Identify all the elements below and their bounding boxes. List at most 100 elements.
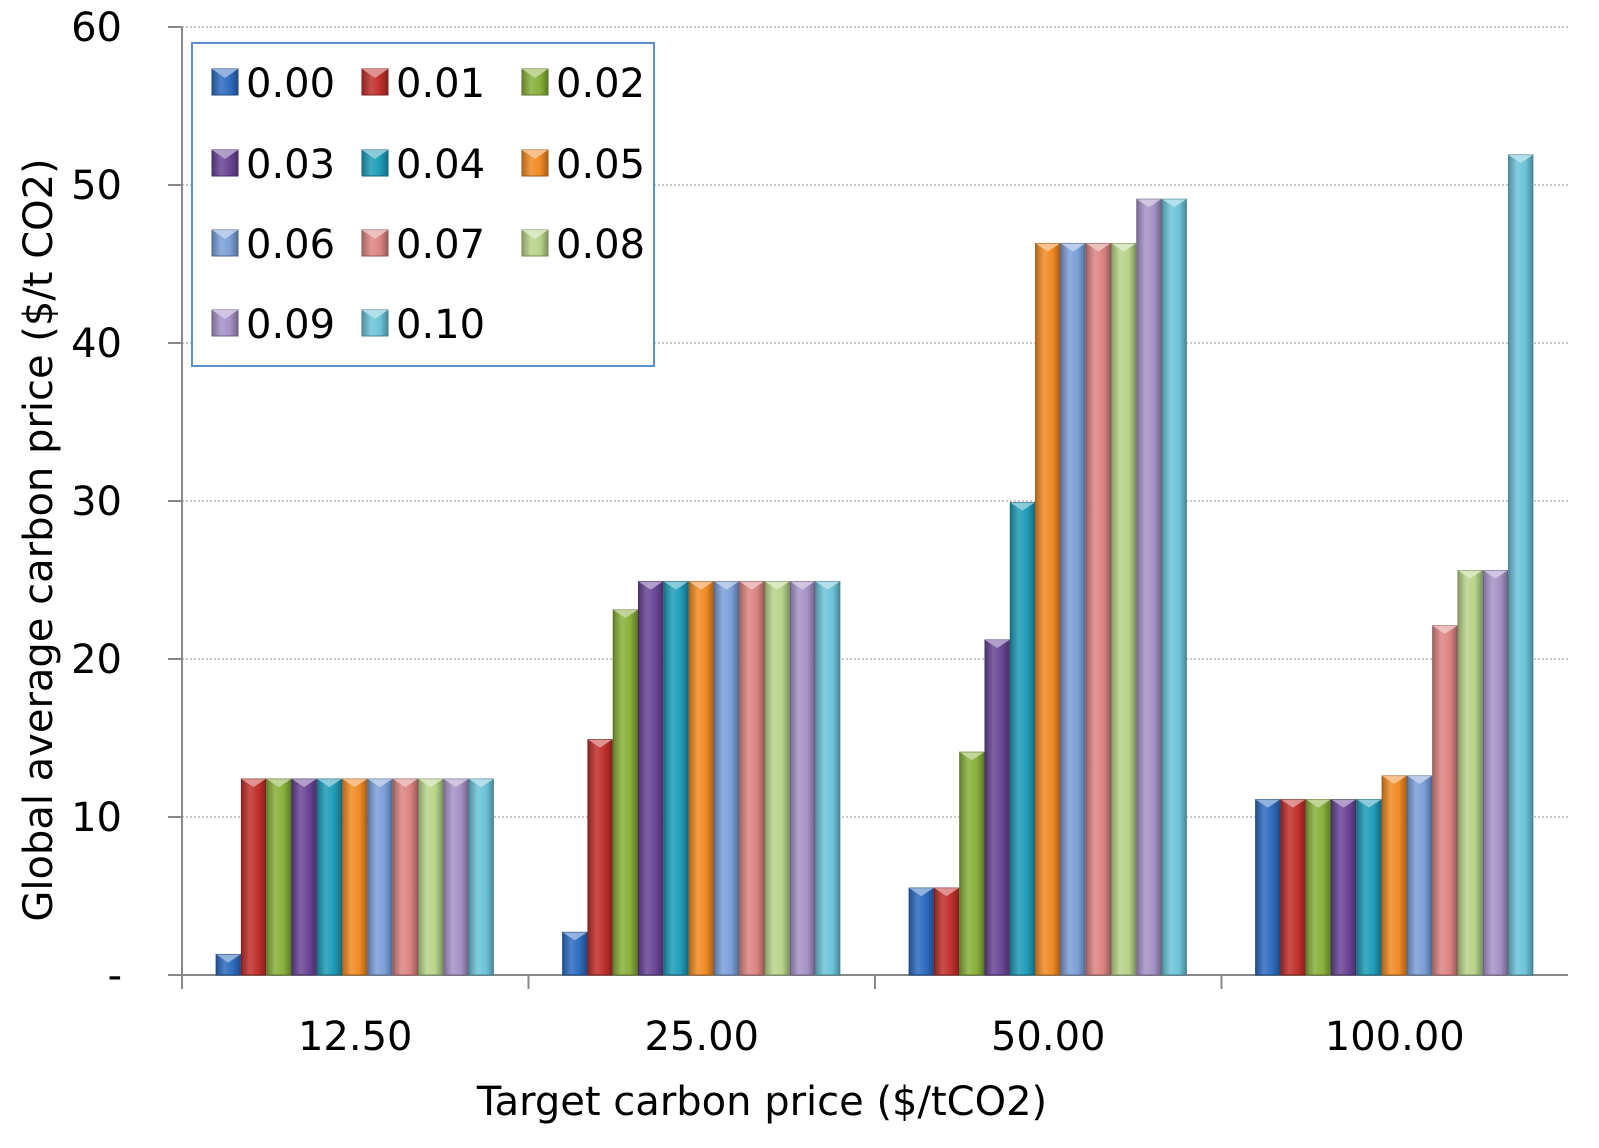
y-tick-label: 40 [71, 321, 122, 367]
bar [1255, 799, 1281, 976]
bar-cap [689, 581, 714, 590]
x-tick-label: 50.00 [991, 1014, 1106, 1060]
legend-label: 0.10 [396, 302, 485, 348]
bar [1110, 242, 1137, 976]
bar [417, 778, 444, 976]
bar [688, 581, 714, 976]
gridlines [182, 26, 1568, 818]
bar [1085, 242, 1111, 976]
legend-swatch-cap [212, 150, 238, 159]
bar-cap [317, 779, 342, 788]
bar-cap [1508, 154, 1533, 163]
bar [1432, 625, 1458, 976]
bar-cap [1111, 243, 1136, 252]
bar [443, 778, 469, 976]
bar-cap [985, 640, 1010, 649]
bar [789, 581, 816, 976]
bar-cap [613, 610, 638, 619]
legend-label: 0.09 [246, 302, 335, 348]
bar-cap [764, 581, 790, 590]
bar-cap [418, 779, 443, 788]
bar [815, 581, 841, 976]
legend-label: 0.01 [396, 61, 485, 107]
legend-swatch-cap [212, 69, 238, 78]
bar [266, 778, 292, 976]
bar-cap [1162, 199, 1187, 208]
bar-cap [1483, 570, 1508, 579]
bar-cap [638, 581, 663, 590]
bar-cap [739, 581, 764, 590]
bar-cap [469, 779, 494, 788]
bar [1305, 799, 1332, 976]
legend-swatch-cap [522, 230, 548, 239]
bar-cap [292, 779, 317, 788]
legend: 0.00 0.01 0.02 0.03 0.04 0.05 0.06 0.07 0.08 0.09… [191, 42, 655, 367]
bar [468, 778, 494, 976]
bar [612, 609, 639, 976]
bar [908, 887, 934, 976]
y-tick-label: 30 [71, 479, 122, 525]
bar-cap [1382, 775, 1407, 784]
bar-cap [241, 779, 266, 788]
legend-swatch-cap [362, 310, 388, 319]
bar-cap [1331, 799, 1356, 808]
bar-cap [342, 779, 367, 788]
bar [1009, 502, 1036, 976]
bar [587, 739, 613, 976]
bar [638, 581, 664, 976]
bar [1035, 242, 1061, 976]
legend-label: 0.08 [556, 222, 645, 268]
bar [240, 778, 267, 976]
bar-cap [1010, 502, 1035, 511]
bar [367, 778, 393, 976]
bar [1508, 154, 1534, 976]
bar-cap [1407, 775, 1432, 784]
bar [1331, 799, 1357, 976]
bar [392, 778, 418, 976]
bar [1482, 570, 1509, 976]
bar-cap [1136, 199, 1162, 208]
x-tick-label: 12.50 [298, 1014, 413, 1060]
bar [1457, 570, 1483, 976]
bar [1381, 775, 1407, 976]
bar-cap [790, 581, 815, 590]
legend-label: 0.00 [246, 61, 335, 107]
bar-cap [1255, 799, 1280, 808]
legend-swatch [211, 68, 239, 96]
bar [1161, 198, 1187, 976]
bar [764, 581, 790, 976]
bar [291, 778, 317, 976]
bar-cap [1306, 799, 1331, 808]
bars [215, 154, 1534, 976]
legend-label: 0.07 [396, 222, 485, 268]
bar-cap [934, 888, 959, 897]
legend-swatch-cap [522, 150, 548, 159]
legend-swatch-cap [362, 69, 388, 78]
bar-cap [1432, 625, 1457, 634]
bar-cap [1086, 243, 1111, 252]
bar [1136, 198, 1162, 976]
legend-label: 0.04 [396, 142, 485, 188]
bar-cap [1280, 799, 1306, 808]
bar [1406, 775, 1433, 976]
y-tick-label: 10 [71, 795, 122, 841]
bar-cap [393, 779, 418, 788]
bar-cap [216, 954, 241, 963]
legend-swatch-cap [362, 150, 388, 159]
legend-swatch-cap [212, 230, 238, 239]
x-tick-label: 100.00 [1325, 1014, 1465, 1060]
bar-cap [909, 888, 934, 897]
y-tick-label: - [108, 953, 122, 999]
x-tick-label: 25.00 [644, 1014, 759, 1060]
tick-labels: - 10 20 30 40 50 60 12.50 25.00 50.00 100.00 [71, 5, 1465, 1060]
bar-cap [587, 739, 613, 748]
bar [984, 639, 1010, 976]
bar-cap [562, 932, 587, 941]
bar-cap [714, 581, 739, 590]
legend-swatch-cap [522, 69, 548, 78]
legend-box [191, 42, 655, 367]
y-tick-label: 20 [71, 637, 122, 683]
bar-cap [367, 779, 393, 788]
x-axis-title: Target carbon price ($/tCO2) [476, 1079, 1047, 1125]
bar-cap [443, 779, 469, 788]
